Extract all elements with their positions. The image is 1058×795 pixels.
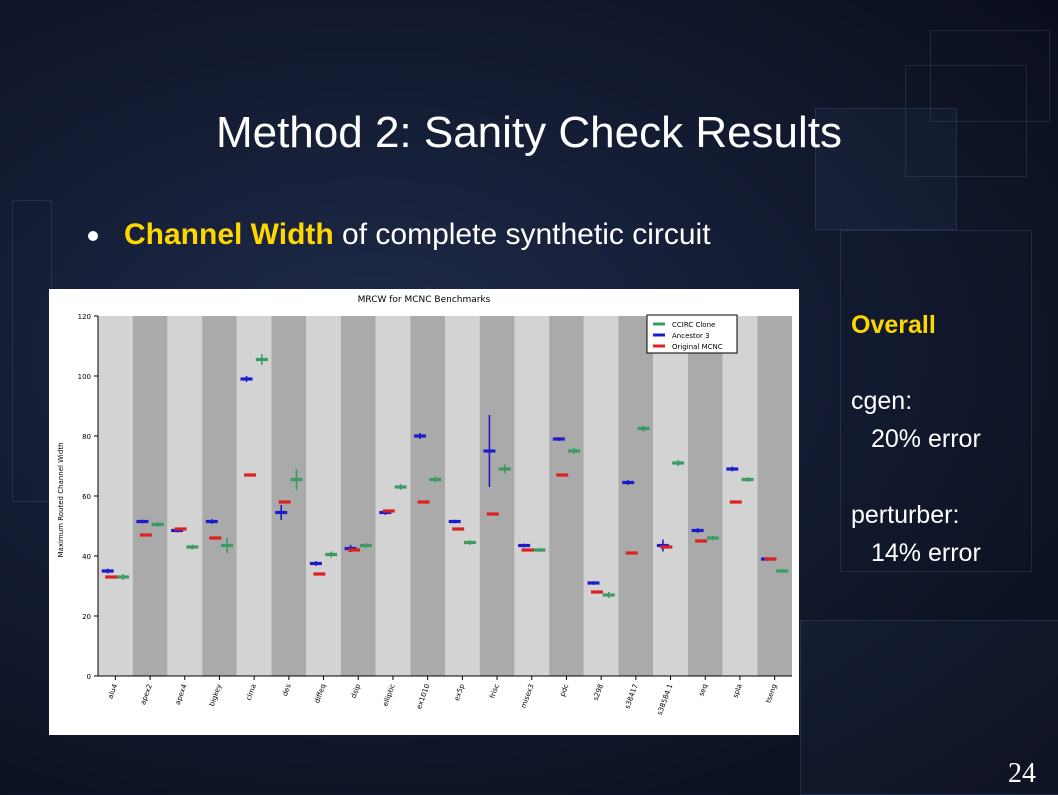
category-band xyxy=(98,316,133,676)
x-tick-label-dsip: dsip xyxy=(350,682,363,699)
background-panel xyxy=(840,230,1032,572)
x-tick-label-s38417: s38417 xyxy=(623,683,639,710)
x-tick-label-clma: clma xyxy=(245,683,258,702)
category-band xyxy=(479,316,515,676)
x-tick-label-misex3: misex3 xyxy=(519,683,535,709)
x-tick-label-seq: seq xyxy=(697,683,709,697)
x-tick-label-des: des xyxy=(281,683,293,698)
chart-legend: CCIRC Clone Ancestor 3 Original MCNC xyxy=(646,314,738,354)
summary-heading: Overall xyxy=(851,311,936,339)
category-band xyxy=(306,316,341,676)
y-axis-label: Maximum Routed Channel Width xyxy=(57,442,65,557)
bullet-point: Channel Width of complete synthetic circ… xyxy=(88,218,711,252)
x-tick-label-bigkey: bigkey xyxy=(208,683,223,707)
y-tick-label: 20 xyxy=(82,613,91,621)
category-band xyxy=(549,316,584,676)
background-panel xyxy=(905,65,1027,177)
x-tick-label-diffeq: diffeq xyxy=(313,683,327,705)
background-panel xyxy=(930,30,1050,122)
y-tick-label: 80 xyxy=(82,433,91,441)
x-tick-label-pdc: pdc xyxy=(558,683,570,698)
legend-original: Original MCNC xyxy=(672,343,723,351)
category-band xyxy=(236,316,272,676)
mrcw-chart: MRCW for MCNC Benchmarks Maximum Routed … xyxy=(57,295,792,716)
category-band xyxy=(757,316,792,676)
y-tick-label: 40 xyxy=(82,553,91,561)
x-tick-label-frisc: frisc xyxy=(488,683,501,700)
x-tick-label-apex4: apex4 xyxy=(174,682,189,705)
category-band xyxy=(618,316,654,676)
bullet-dot xyxy=(88,231,98,242)
category-band xyxy=(722,316,758,676)
legend-ancestor: Ancestor 3 xyxy=(672,332,710,340)
x-tick-label-alu4: alu4 xyxy=(107,682,120,699)
x-tick-label-apex2: apex2 xyxy=(139,683,154,706)
page-number: 24 xyxy=(1008,758,1036,789)
category-band xyxy=(132,316,168,676)
summary-panel: Overall cgen: 20% error perturber: 14% e… xyxy=(851,306,981,572)
category-band xyxy=(687,316,723,676)
category-band xyxy=(167,316,203,676)
bullet-text: of complete synthetic circuit xyxy=(333,218,711,251)
category-band xyxy=(514,316,550,676)
category-band xyxy=(271,316,307,676)
bullet-highlight: Channel Width xyxy=(124,218,334,251)
perturber-label: perturber: xyxy=(851,501,960,529)
cgen-label: cgen: xyxy=(851,387,913,415)
x-tick-label-ex5p: ex5p xyxy=(453,682,467,701)
category-band xyxy=(340,316,376,676)
slide-title: Method 2: Sanity Check Results xyxy=(215,108,843,157)
category-band xyxy=(202,316,237,676)
x-tick-label-ex1010: ex1010 xyxy=(415,683,431,710)
background-panel xyxy=(12,200,52,502)
y-tick-label: 60 xyxy=(82,493,91,501)
background-panel xyxy=(815,108,957,230)
legend-ccirc: CCIRC Clone xyxy=(672,321,715,329)
category-band xyxy=(445,316,480,676)
x-tick-label-s38584.1: s38584.1 xyxy=(656,683,675,716)
chart-title: MRCW for MCNC Benchmarks xyxy=(358,295,491,305)
category-band xyxy=(375,316,411,676)
category-band xyxy=(583,316,619,676)
cgen-error: 20% error xyxy=(871,425,981,453)
y-tick-label: 120 xyxy=(78,313,91,321)
x-tick-label-s298: s298 xyxy=(592,683,605,702)
y-tick-label: 0 xyxy=(87,673,91,681)
category-band xyxy=(410,316,445,676)
x-tick-label-elliptic: elliptic xyxy=(381,683,396,708)
x-tick-label-tseng: tseng xyxy=(764,683,778,704)
background-panel xyxy=(800,620,1058,795)
x-tick-label-spla: spla xyxy=(731,683,743,699)
perturber-error: 14% error xyxy=(871,539,981,567)
y-tick-label: 100 xyxy=(78,373,91,381)
chart-panel: MRCW for MCNC Benchmarks Maximum Routed … xyxy=(49,289,799,735)
category-band xyxy=(653,316,688,676)
